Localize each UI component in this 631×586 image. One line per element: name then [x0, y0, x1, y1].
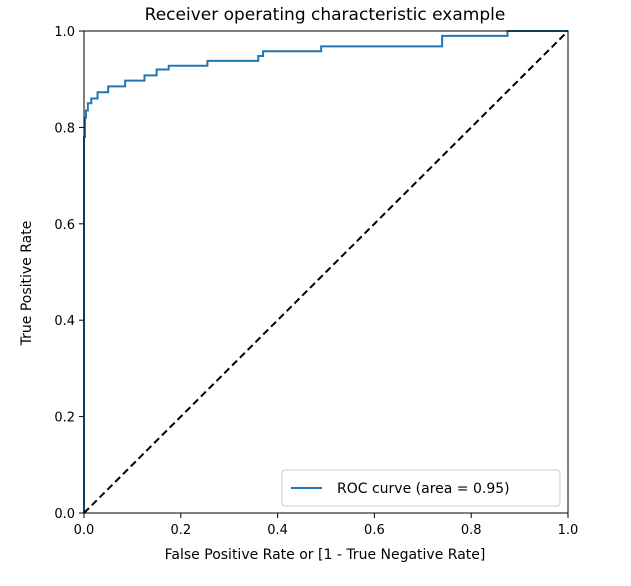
roc-curve-line: [83, 30, 568, 513]
y-axis-label: True Positive Rate: [19, 221, 35, 347]
x-tick-label: 0.8: [461, 523, 482, 538]
chance-diagonal-line: [83, 30, 569, 514]
chart-title: Receiver operating characteristic exampl…: [145, 5, 506, 25]
axes-frame: [83, 30, 569, 514]
plot-area: 0.0 0.2 0.4 0.6 0.8 1.0 0.0 0.2 0.4 0.6 0.8 1.0: [54, 25, 578, 538]
y-tick-label: 0.4: [54, 314, 75, 329]
x-axis-label: False Positive Rate or [1 - True Negativ…: [165, 547, 486, 563]
x-tick-label: 0.2: [170, 523, 191, 538]
y-tick-label: 0.2: [54, 411, 75, 426]
y-tick-label: 0.8: [54, 121, 75, 136]
x-tick-label: 1.0: [558, 523, 579, 538]
x-tick-label: 0.4: [267, 523, 288, 538]
y-tick-label: 0.0: [54, 507, 75, 522]
legend-label: ROC curve (area = 0.95): [337, 481, 510, 497]
x-tick-label: 0.6: [364, 523, 385, 538]
legend: ROC curve (area = 0.95): [281, 469, 561, 507]
legend-box: [281, 469, 561, 507]
y-tick-label: 1.0: [54, 25, 75, 40]
x-tick-label: 0.0: [74, 523, 95, 538]
y-tick-label: 0.6: [54, 218, 75, 233]
